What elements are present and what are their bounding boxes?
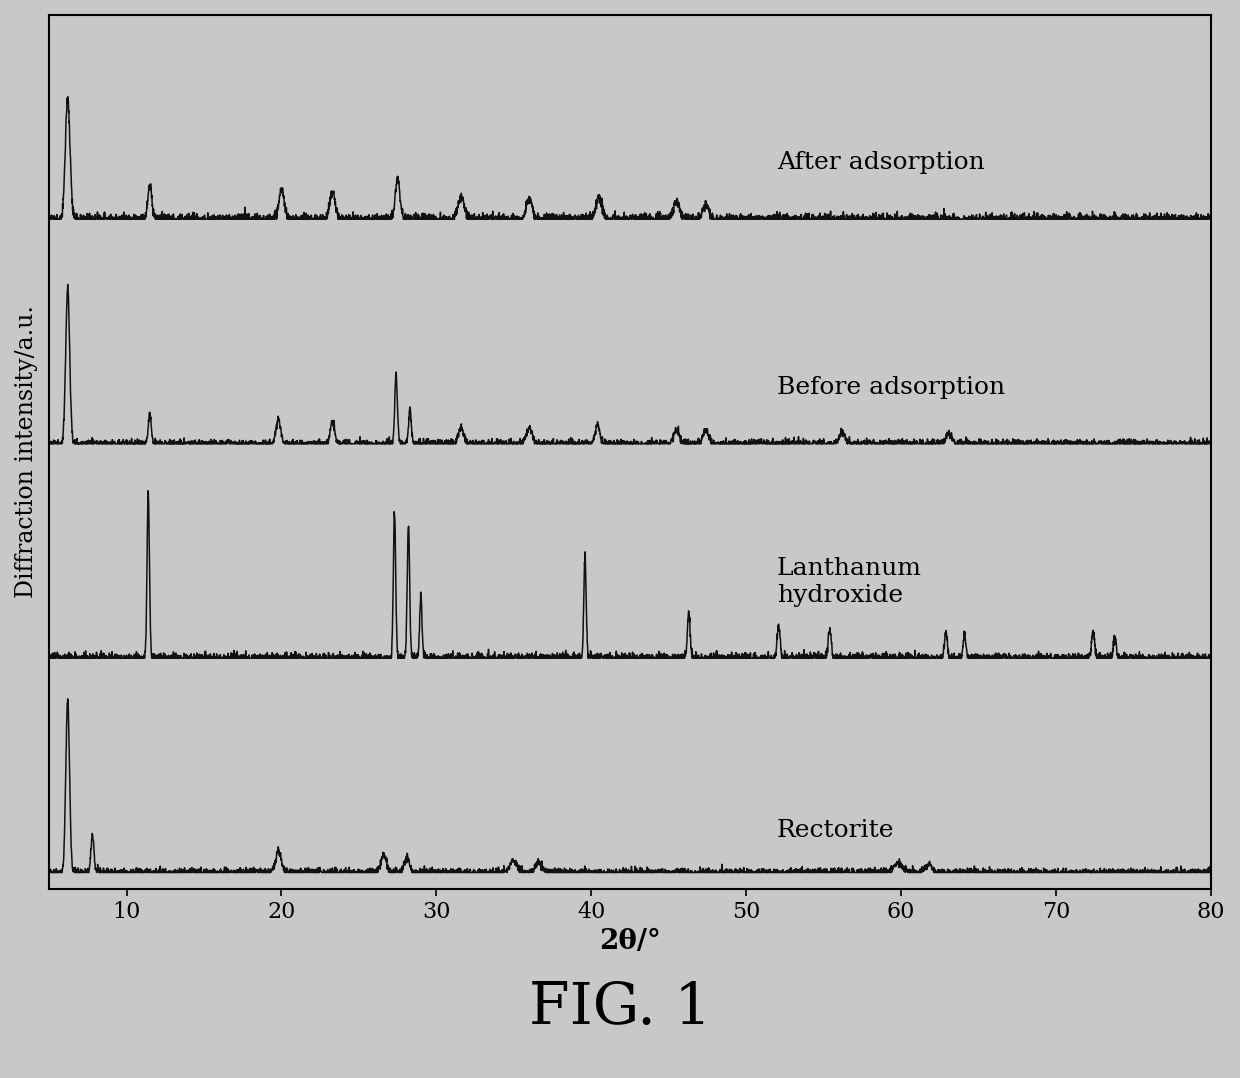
- Y-axis label: Diffraction intensity/a.u.: Diffraction intensity/a.u.: [15, 305, 38, 598]
- Text: After adsorption: After adsorption: [777, 151, 985, 175]
- Text: Rectorite: Rectorite: [777, 819, 894, 842]
- Text: Lanthanum
hydroxide: Lanthanum hydroxide: [777, 557, 923, 607]
- Text: Before adsorption: Before adsorption: [777, 376, 1006, 399]
- Text: FIG. 1: FIG. 1: [528, 980, 712, 1036]
- X-axis label: 2θ/°: 2θ/°: [599, 928, 661, 955]
